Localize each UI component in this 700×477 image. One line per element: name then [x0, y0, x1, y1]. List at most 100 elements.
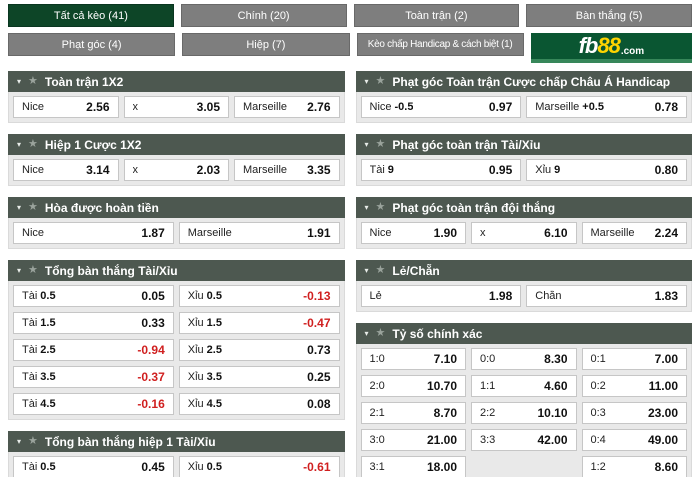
collapse-caret-icon[interactable]: ▾ [364, 202, 369, 212]
section-total-goals-over-under: ▾ ★ Tổng bàn thắng Tài/Xỉu Tài 0.5 0.05 Xỉu 0.5… [8, 260, 345, 420]
favorite-star-icon[interactable]: ★ [375, 201, 386, 213]
tab-halves[interactable]: Hiệp (7) [182, 33, 350, 56]
odds-cell[interactable]: Nice 1.87 [13, 222, 174, 244]
odds-cell[interactable]: 3:1 18.00 [360, 456, 466, 477]
favorite-star-icon[interactable]: ★ [28, 75, 38, 87]
odds-content: ▾ ★ Toàn trận 1X2 Nice 2.56 x 3.05 Marseille 2.7… [0, 63, 700, 477]
collapse-caret-icon[interactable]: ▾ [364, 328, 369, 338]
odds-label: 0:3 [591, 407, 606, 419]
odds-cell[interactable]: Tài 9 0.95 [360, 159, 522, 181]
odds-cell[interactable]: Nice 1.90 [360, 222, 466, 244]
odds-cell[interactable]: Nice 2.56 [13, 96, 119, 118]
odds-cell[interactable]: Marseille 2.24 [581, 222, 687, 244]
odds-value: -0.61 [303, 460, 331, 474]
favorite-star-icon[interactable]: ★ [375, 327, 386, 339]
section-title: Tỷ số chính xác [392, 326, 483, 341]
tab-main[interactable]: Chính (20) [180, 4, 347, 27]
collapse-caret-icon[interactable]: ▾ [17, 202, 22, 212]
section-header: ▾ ★ Tỷ số chính xác [355, 323, 692, 344]
odds-cell[interactable]: 2:0 10.70 [360, 375, 466, 397]
odds-row: Nice 1.90 x 6.10 Marseille 2.24 [360, 222, 687, 244]
tab-all-odds[interactable]: Tất cả kèo (41) [8, 4, 174, 27]
collapse-caret-icon[interactable]: ▾ [364, 139, 369, 149]
favorite-star-icon[interactable]: ★ [28, 435, 38, 447]
odds-cell[interactable]: Tài 2.5 -0.94 [13, 339, 174, 361]
section-draw-no-bet: ▾ ★ Hòa được hoàn tiền Nice 1.87 Marseille 1.9… [8, 197, 345, 249]
odds-cell[interactable]: x 6.10 [471, 222, 577, 244]
odds-cell[interactable]: Xỉu 0.5 -0.13 [178, 285, 340, 307]
collapse-caret-icon[interactable]: ▾ [17, 436, 22, 446]
odds-cell[interactable]: Marseille +0.5 0.78 [526, 96, 687, 118]
tab-full-match[interactable]: Toàn trận (2) [353, 4, 520, 27]
favorite-star-icon[interactable]: ★ [28, 138, 38, 150]
odds-cell[interactable]: 1:1 4.60 [471, 375, 577, 397]
collapse-caret-icon[interactable]: ▾ [17, 265, 22, 275]
section-corners-match-winner: ▾ ★ Phạt góc toàn trận đội thắng Nice 1.90 x 6… [355, 197, 692, 249]
odds-value: 7.00 [654, 352, 678, 366]
odds-cell[interactable]: 0:0 8.30 [471, 348, 577, 370]
odds-cell[interactable]: Nice 3.14 [13, 159, 119, 181]
odds-cell[interactable]: Chẵn 1.83 [526, 285, 687, 307]
odds-cell[interactable]: Tài 0.5 0.05 [13, 285, 174, 307]
odds-cell[interactable]: 3:3 42.00 [471, 429, 577, 451]
favorite-star-icon[interactable]: ★ [28, 264, 38, 276]
odds-cell[interactable]: x 2.03 [123, 159, 229, 181]
odds-cell[interactable]: 3:0 21.00 [360, 429, 466, 451]
odds-cell[interactable]: 1:2 8.60 [581, 456, 687, 477]
odds-cell[interactable]: 2:1 8.70 [360, 402, 466, 424]
odds-cell[interactable]: Tài 0.5 0.45 [13, 456, 174, 477]
odds-cell[interactable]: Xỉu 9 0.80 [526, 159, 687, 181]
odds-row: Nice 1.87 Marseille 1.91 [13, 222, 340, 244]
odds-label-line: 0.5 [206, 290, 222, 302]
odds-cell[interactable]: Tài 1.5 0.33 [13, 312, 174, 334]
section-corners-over-under: ▾ ★ Phạt góc toàn trận Tài/Xỉu Tài 9 0.95 Xỉu 9… [355, 134, 692, 186]
odds-cell[interactable]: Nice -0.5 0.97 [360, 96, 522, 118]
odds-label-text: 1:2 [590, 461, 606, 473]
odds-cell[interactable]: 0:1 7.00 [581, 348, 687, 370]
collapse-caret-icon[interactable]: ▾ [364, 265, 369, 275]
odds-cell[interactable]: Marseille 3.35 [234, 159, 340, 181]
odds-label: Tài 4.5 [22, 398, 56, 410]
tab-corners[interactable]: Phạt góc (4) [8, 33, 176, 56]
tab-handicap-margin[interactable]: Kèo chấp Handicap & cách biệt (1) [356, 33, 524, 56]
odds-label-text: Marseille [243, 101, 288, 113]
odds-cell[interactable]: Xỉu 3.5 0.25 [178, 366, 340, 388]
odds-label: Tài 0.5 [22, 461, 56, 473]
tab-goals[interactable]: Bàn thắng (5) [526, 4, 692, 27]
odds-cell[interactable]: Xỉu 2.5 0.73 [178, 339, 340, 361]
odds-cell[interactable]: 0:2 11.00 [581, 375, 687, 397]
odds-cell[interactable]: 1:0 7.10 [360, 348, 466, 370]
odds-cell[interactable]: 0:4 49.00 [581, 429, 687, 451]
odds-cell[interactable]: Tài 4.5 -0.16 [13, 393, 174, 415]
collapse-caret-icon[interactable]: ▾ [17, 76, 22, 86]
odds-cell[interactable]: Xỉu 1.5 -0.47 [178, 312, 340, 334]
favorite-star-icon[interactable]: ★ [375, 264, 386, 276]
odds-label: Marseille [591, 227, 635, 239]
odds-label-line: 1.5 [206, 317, 222, 329]
odds-cell[interactable]: Marseille 2.76 [234, 96, 340, 118]
odds-label-line: 4.5 [40, 398, 56, 410]
odds-value: 18.00 [426, 460, 457, 474]
odds-cell[interactable]: 2:2 10.10 [471, 402, 577, 424]
odds-label: 0:4 [591, 434, 606, 446]
fb88-logo[interactable]: fb 88 .com [530, 33, 692, 63]
odds-cell[interactable]: Marseille 1.91 [178, 222, 340, 244]
odds-label: x [480, 227, 486, 239]
odds-cell[interactable]: Xỉu 4.5 0.08 [178, 393, 340, 415]
odds-cell[interactable]: x 3.05 [123, 96, 229, 118]
odds-cell[interactable]: 0:3 23.00 [581, 402, 687, 424]
odds-cell[interactable]: Lẻ 1.98 [360, 285, 522, 307]
favorite-star-icon[interactable]: ★ [375, 75, 386, 87]
collapse-caret-icon[interactable]: ▾ [17, 139, 22, 149]
odds-cell[interactable]: Tài 3.5 -0.37 [13, 366, 174, 388]
odds-cell[interactable]: Xỉu 0.5 -0.61 [178, 456, 340, 477]
favorite-star-icon[interactable]: ★ [375, 138, 386, 150]
odds-label-line: 0.5 [40, 461, 56, 473]
favorite-star-icon[interactable]: ★ [28, 201, 38, 213]
section-title: Hiệp 1 Cược 1X2 [44, 137, 142, 152]
collapse-caret-icon[interactable]: ▾ [364, 76, 369, 86]
tab-label: Chính (20) [237, 9, 290, 22]
odds-label: Xỉu 9 [535, 164, 560, 176]
tab-label: Bàn thắng (5) [575, 9, 643, 22]
